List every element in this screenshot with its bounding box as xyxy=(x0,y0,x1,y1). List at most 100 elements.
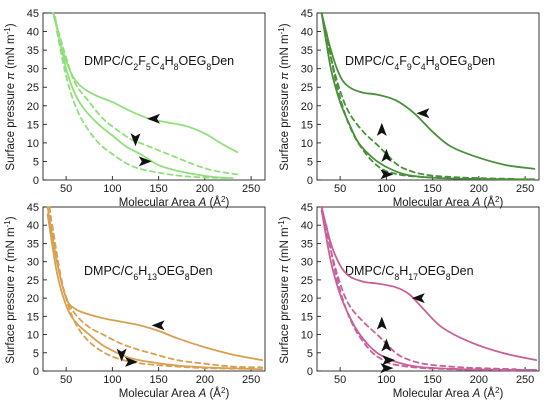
y-tick-label: 35 xyxy=(27,45,39,57)
x-tick-label: 50 xyxy=(334,374,346,386)
y-tick-label: 40 xyxy=(27,220,39,232)
direction-arrow-left-icon xyxy=(151,320,165,331)
dashed-isotherm-line xyxy=(325,30,517,181)
y-tick-label: 35 xyxy=(301,238,313,250)
y-tick-label: 45 xyxy=(27,202,39,214)
text-part: 8 xyxy=(174,62,179,72)
text-part: ) xyxy=(279,23,291,27)
y-tick-label: 25 xyxy=(27,275,39,287)
text-part: A xyxy=(472,388,481,400)
dashed-isotherm-line xyxy=(320,206,517,371)
text-part: Den xyxy=(190,264,213,278)
text-part: 4 xyxy=(394,62,399,72)
direction-arrow-right-icon xyxy=(382,355,396,366)
text-part: DMPC/C xyxy=(84,264,133,278)
text-part: OEG xyxy=(179,54,207,68)
text-part: 8 xyxy=(435,62,440,72)
text-part: 2 xyxy=(495,195,500,204)
text-part: 2 xyxy=(221,195,226,204)
panel-title: DMPC/C6H13OEG8Den xyxy=(84,264,213,282)
y-tick-label: 30 xyxy=(27,64,39,76)
dashed-isotherm-line xyxy=(56,30,229,179)
x-tick-label: 150 xyxy=(149,183,167,195)
direction-arrow-right-icon xyxy=(138,156,152,167)
y-tick-label: 40 xyxy=(27,27,39,39)
x-tick-label: 100 xyxy=(103,183,121,195)
y-tick-label: 20 xyxy=(301,293,313,305)
y-axis-label: Surface pressure π (mN m-1) xyxy=(277,216,292,363)
panel-title: DMPC/C2F5C4H8OEG8Den xyxy=(84,54,234,72)
text-part: 8 xyxy=(206,62,211,72)
text-part: H xyxy=(138,264,147,278)
text-part: A xyxy=(198,388,207,400)
y-tick-label: 15 xyxy=(301,119,313,131)
text-part: Den xyxy=(451,264,474,278)
solid-isotherm-line xyxy=(320,206,538,361)
x-axis-label: Molecular Area A (Å2) xyxy=(119,195,230,210)
text-part: Surface pressure xyxy=(279,80,291,171)
direction-arrow-right-icon xyxy=(380,363,394,374)
plot-frame xyxy=(42,206,266,372)
y-tick-label: 10 xyxy=(301,330,313,342)
x-tick-label: 150 xyxy=(149,374,167,386)
text-part: F xyxy=(138,54,146,68)
text-part: OEG xyxy=(440,54,468,68)
text-part: A xyxy=(198,197,207,209)
text-part: (Å xyxy=(480,387,495,400)
text-part: 8 xyxy=(185,272,190,282)
x-tick-label: 150 xyxy=(423,374,441,386)
y-tick-label: 0 xyxy=(33,175,39,187)
x-tick-label: 200 xyxy=(470,183,488,195)
text-part: OEG xyxy=(157,264,185,278)
text-part: DMPC/C xyxy=(345,264,394,278)
y-tick-label: 25 xyxy=(27,82,39,94)
x-tick-label: 200 xyxy=(196,374,214,386)
text-part: π xyxy=(279,265,291,273)
y-tick-label: 25 xyxy=(301,82,313,94)
text-part: Surface pressure xyxy=(5,80,17,171)
direction-arrow-left-icon xyxy=(416,108,430,119)
y-tick-label: 5 xyxy=(307,156,313,168)
x-tick-label: 250 xyxy=(242,374,260,386)
text-part: ) xyxy=(279,216,291,220)
text-part: ) xyxy=(225,197,229,209)
y-tick-label: 45 xyxy=(301,8,313,20)
text-part: H xyxy=(165,54,174,68)
direction-arrow-up-icon xyxy=(376,122,387,136)
y-tick-label: 5 xyxy=(33,156,39,168)
x-tick-label: 50 xyxy=(60,374,72,386)
y-tick-label: 45 xyxy=(301,202,313,214)
y-tick-label: 10 xyxy=(27,138,39,150)
y-tick-label: 5 xyxy=(33,348,39,360)
direction-arrow-right-icon xyxy=(124,356,138,367)
y-axis-label: Surface pressure π (mN m-1) xyxy=(3,216,18,363)
text-part: 8 xyxy=(467,62,472,72)
text-part: ) xyxy=(5,216,17,220)
chart-panel-2: 50 100 150 200 250 0 5 10 15 20 25 30 35 40 45 Molecula… xyxy=(277,8,540,209)
text-part: 4 xyxy=(421,62,426,72)
text-part: Den xyxy=(211,54,234,68)
text-part: π xyxy=(279,72,291,80)
x-tick-label: 250 xyxy=(516,183,534,195)
text-part: π xyxy=(5,265,17,273)
direction-arrow-up-icon xyxy=(381,338,392,352)
direction-arrow-left-icon xyxy=(147,113,160,124)
x-tick-label: 150 xyxy=(423,183,441,195)
y-tick-label: 0 xyxy=(307,175,313,187)
text-part: 2 xyxy=(133,62,138,72)
text-part: 6 xyxy=(133,272,138,282)
direction-arrow-right-icon xyxy=(380,169,394,180)
y-tick-label: 15 xyxy=(301,311,313,323)
x-tick-label: 100 xyxy=(377,183,395,195)
solid-isotherm-line xyxy=(320,209,538,371)
text-part: ) xyxy=(499,388,503,400)
dashed-isotherm-line xyxy=(325,224,517,372)
plot-frame xyxy=(316,206,540,372)
solid-isotherm-line xyxy=(320,12,536,170)
y-tick-label: 30 xyxy=(301,64,313,76)
text-part: 2 xyxy=(495,386,500,395)
text-part: Molecular Area xyxy=(119,197,199,209)
y-tick-label: 20 xyxy=(301,101,313,113)
text-part: 8 xyxy=(446,272,451,282)
text-part: 2 xyxy=(221,386,226,395)
